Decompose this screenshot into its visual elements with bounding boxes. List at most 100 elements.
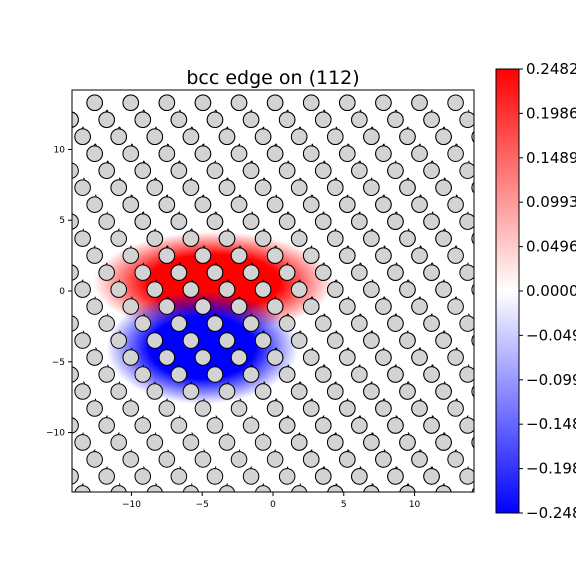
atom [110, 332, 127, 349]
displacement-arrow [430, 262, 433, 265]
atom [339, 196, 356, 213]
atom [86, 349, 103, 366]
atom [278, 162, 296, 179]
displacement-arrow [419, 398, 422, 401]
displacement-arrow [141, 415, 144, 418]
atom [351, 264, 368, 281]
atom [435, 434, 452, 451]
displacement-arrow [455, 500, 456, 502]
atom [351, 417, 368, 434]
colorbar-tick-label: 0.0000 [526, 282, 576, 300]
displacement-arrow [177, 364, 180, 367]
colorbar-tick-label: −0.148 [526, 415, 576, 433]
displacement-arrow [141, 211, 144, 214]
y-tick-label: 0 [59, 287, 65, 297]
atom [326, 281, 344, 298]
x-tick-label: 5 [341, 500, 347, 510]
atom [206, 264, 224, 281]
displacement-arrow [263, 177, 266, 180]
atom [242, 111, 260, 129]
colorbar-ticks: 0.2482 0.1986 0.1489 0.0993 0.0496 0.0000 −0.0… [519, 60, 576, 522]
atom [423, 111, 440, 129]
displacement-arrow [166, 398, 168, 401]
atom [98, 111, 115, 129]
atom [363, 230, 380, 247]
atom [158, 451, 176, 468]
x-tick-label: −5 [196, 500, 209, 510]
displacement-arrow [311, 347, 313, 350]
atom [254, 128, 272, 145]
displacement-arrow [286, 211, 289, 214]
displacement-arrow [129, 398, 132, 401]
displacement-arrow [395, 415, 398, 418]
atom [206, 162, 224, 179]
atom [387, 417, 404, 434]
displacement-arrow [214, 160, 217, 163]
atom [302, 145, 320, 162]
displacement-arrow [480, 484, 481, 486]
displacement-arrow [480, 127, 481, 129]
atom [459, 366, 474, 383]
displacement-arrow [203, 245, 206, 248]
displacement-arrow [359, 466, 362, 469]
displacement-arrow [215, 415, 218, 418]
displacement-arrow [238, 449, 241, 452]
atom [435, 179, 452, 196]
displacement-arrow [467, 313, 470, 316]
atom [170, 111, 188, 129]
atom [170, 213, 188, 230]
displacement-arrow [130, 194, 132, 197]
atom [158, 94, 176, 112]
atom [314, 468, 332, 485]
atom [471, 181, 474, 194]
displacement-arrow [286, 466, 289, 469]
displacement-arrow [214, 109, 217, 112]
atom [218, 383, 236, 400]
atom [459, 162, 474, 179]
atom [290, 128, 308, 145]
atom [170, 315, 188, 332]
atom [182, 434, 200, 451]
displacement-arrow [262, 279, 265, 282]
displacement-arrow [155, 126, 157, 129]
x-axis: −10 −5 0 5 10 [122, 492, 421, 510]
atom [411, 196, 428, 213]
displacement-arrow [492, 297, 493, 299]
displacement-arrow [93, 449, 96, 452]
displacement-arrow [382, 143, 385, 146]
atom [72, 213, 79, 230]
atom [423, 366, 440, 383]
atom [471, 385, 474, 398]
displacement-arrow [492, 246, 493, 248]
displacement-arrow [394, 313, 397, 316]
atom [51, 95, 67, 111]
atom [278, 111, 296, 129]
atom [363, 128, 380, 145]
displacement-arrow [467, 109, 470, 112]
atom [266, 196, 284, 213]
atom [339, 145, 356, 162]
displacement-arrow [94, 347, 98, 350]
atom [387, 366, 404, 383]
displacement-arrow [251, 364, 254, 367]
atom [182, 230, 200, 247]
displacement-arrow [298, 228, 301, 231]
atom [230, 400, 248, 417]
atom [339, 298, 356, 315]
atom [242, 162, 260, 179]
displacement-arrow [382, 347, 385, 350]
displacement-arrows [72, 109, 493, 502]
atom [254, 281, 272, 298]
atom [146, 332, 164, 349]
atom [471, 334, 474, 347]
atom [290, 434, 308, 451]
displacement-arrow [190, 177, 193, 180]
displacement-arrow [359, 415, 362, 418]
displacement-arrow [371, 432, 374, 435]
atom [51, 197, 67, 213]
atom [302, 247, 320, 264]
atom [266, 94, 284, 112]
atom [447, 94, 464, 112]
colorbar-tick-label: −0.198 [526, 460, 576, 478]
